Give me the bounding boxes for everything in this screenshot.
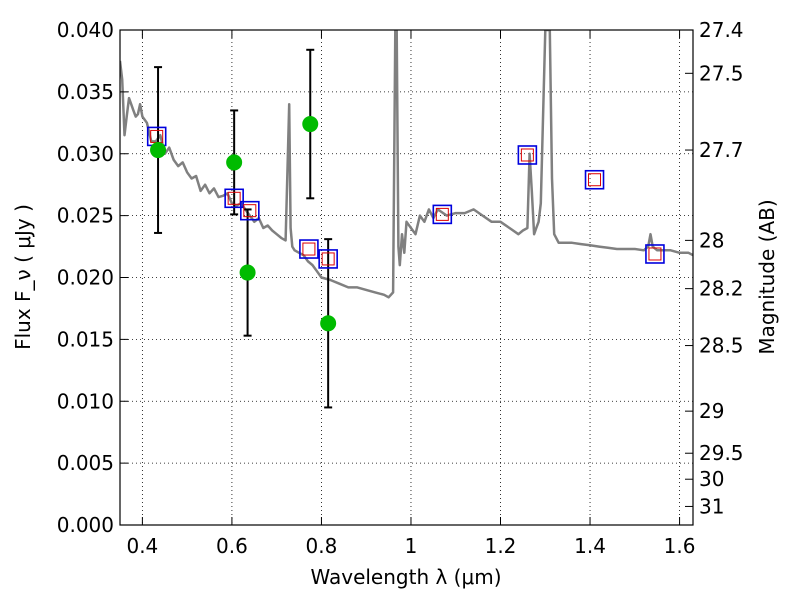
model-point-inner	[227, 191, 241, 205]
spectrum-line	[120, 30, 693, 299]
y-axis: 0.000 0.005 0.010 0.015 0.020 0.025 0.030 0.035…	[57, 18, 128, 537]
y2-tick-label: 31	[699, 494, 724, 518]
model-point-inner	[648, 247, 662, 261]
y-axis-title: Flux F_ν ( μJy )	[11, 204, 35, 350]
y2-tick-label: 28.2	[699, 277, 744, 301]
observed-point	[150, 142, 167, 159]
y-tick-label: 0.015	[57, 327, 114, 351]
plot-background	[120, 30, 693, 525]
x-axis: 0.4 0.6 0.8 1 1.2 1.4 1.6	[126, 30, 695, 558]
observed-point	[226, 154, 243, 171]
x-tick-label: 1.4	[574, 534, 606, 558]
y2-tick-label: 29.5	[699, 441, 744, 465]
model-point-inner	[321, 252, 335, 266]
observed-point	[302, 116, 319, 133]
y-tick-label: 0.025	[57, 204, 114, 228]
y2-axis: 27.4 27.5 27.7 28 28.2 28.5 29 29.530 31	[685, 18, 744, 518]
y2-tick-label: 29	[699, 399, 724, 423]
grid	[120, 29, 693, 526]
y2-tick-label: 28	[699, 228, 724, 252]
spectrum-layer	[120, 30, 693, 299]
observed-point	[320, 315, 337, 332]
model-point-inner	[520, 148, 534, 162]
x-tick-label: 0.6	[216, 534, 248, 558]
y-tick-label: 0.020	[57, 266, 114, 290]
x-tick-label: 1.6	[664, 534, 696, 558]
y2-axis-title: Magnitude (AB)	[755, 199, 779, 354]
observed-layer	[150, 116, 337, 332]
y-tick-label: 0.035	[57, 80, 114, 104]
model-point-inner	[588, 173, 602, 187]
y-tick-label: 0.030	[57, 142, 114, 166]
x-tick-label: 0.8	[306, 534, 338, 558]
model-point-box	[240, 200, 260, 221]
y2-tick-label: 27.5	[699, 61, 744, 85]
model-point-inner	[302, 242, 316, 256]
model-point-box	[299, 239, 319, 259]
model-layer	[146, 126, 665, 269]
y2-tick-label: 27.4	[699, 18, 744, 42]
model-point-box	[432, 204, 453, 225]
x-tick-label: 0.4	[126, 534, 158, 558]
y2-tick-label: 30	[699, 467, 724, 491]
model-point-inner	[243, 204, 257, 218]
x-tick-label: 1	[405, 534, 418, 558]
model-point-box	[517, 145, 538, 165]
y-tick-label: 0.010	[57, 389, 114, 413]
model-point-box	[584, 169, 605, 190]
y2-tick-label: 27.7	[699, 138, 744, 162]
x-tick-label: 1.2	[485, 534, 517, 558]
y-tick-label: 0.040	[57, 18, 114, 42]
model-point-box	[318, 249, 338, 269]
observed-point	[239, 264, 256, 281]
y2-tick-label: 28.5	[699, 334, 744, 358]
x-axis-title: Wavelength λ (μm)	[310, 565, 501, 589]
y-tick-label: 0.000	[57, 513, 114, 537]
y-tick-label: 0.005	[57, 451, 114, 475]
model-point-inner	[435, 207, 449, 221]
model-point-box	[224, 188, 244, 209]
model-point-box	[645, 244, 665, 264]
